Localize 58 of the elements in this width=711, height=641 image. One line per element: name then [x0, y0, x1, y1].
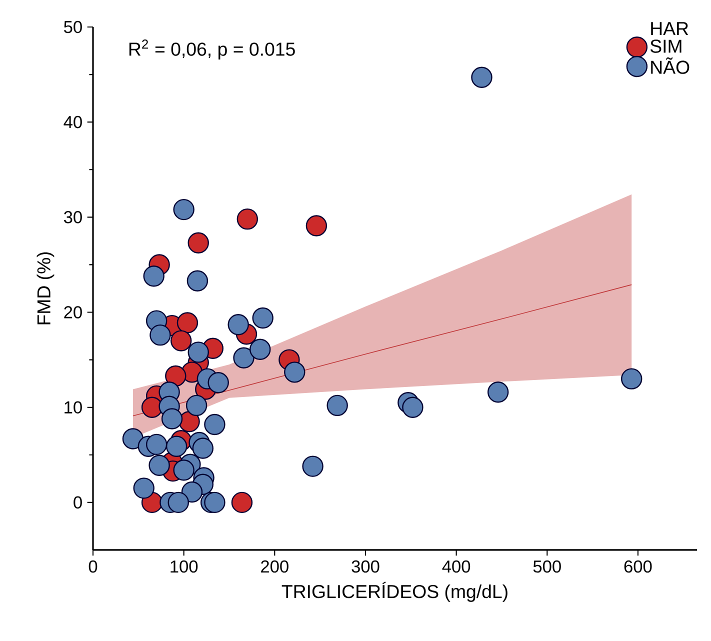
- point: [181, 481, 203, 503]
- y-tick-label: 20: [64, 306, 82, 318]
- point: [204, 414, 226, 436]
- point: [204, 492, 226, 514]
- y-tick-label: 10: [64, 401, 82, 414]
- point: [143, 266, 164, 287]
- point: [192, 438, 214, 459]
- point: [166, 436, 188, 457]
- line-series: [132, 284, 632, 416]
- legend-label: SIM: [650, 40, 682, 53]
- y-tick-label: 0: [74, 496, 82, 509]
- point: [150, 324, 171, 346]
- x-tick-label: 500: [533, 560, 561, 573]
- point: [186, 394, 208, 416]
- point: [233, 347, 254, 368]
- point: [188, 342, 209, 363]
- point: [122, 428, 144, 450]
- x-axis-title: TRIGLICERÍDEOS (mg/dL): [282, 582, 508, 602]
- point: [228, 314, 249, 336]
- point: [186, 270, 208, 292]
- x-tick-label: 100: [170, 560, 198, 573]
- x-tick-label: 200: [261, 560, 288, 573]
- point: [208, 372, 229, 394]
- point: [168, 492, 189, 514]
- annotation: R$^{2}$ = 0,06, p = 0.015: [129, 40, 295, 60]
- point: [250, 338, 271, 360]
- point: [170, 330, 192, 352]
- point: [487, 382, 509, 403]
- y-tick-label: 40: [64, 116, 82, 128]
- point: [176, 312, 198, 334]
- x-tick-label: 400: [442, 560, 470, 573]
- point: [236, 208, 258, 230]
- point: [148, 454, 170, 476]
- point: [621, 368, 642, 390]
- point: [326, 394, 348, 416]
- point: [165, 365, 186, 387]
- x-tick-label: 0: [88, 560, 98, 573]
- y-tick-label: 50: [64, 20, 82, 34]
- point: [141, 396, 163, 418]
- point: [284, 362, 306, 383]
- x-tick-label: 600: [624, 560, 652, 573]
- point: [306, 215, 328, 236]
- point: [133, 478, 154, 499]
- point: [188, 232, 209, 254]
- y-axis-title: FMD (%): [36, 252, 54, 324]
- point: [252, 307, 274, 329]
- point: [302, 456, 324, 477]
- point: [231, 492, 253, 514]
- y-tick-label: 30: [64, 211, 82, 224]
- point: [173, 460, 194, 481]
- point: [402, 396, 424, 418]
- point: [161, 408, 183, 430]
- point: [471, 66, 492, 88]
- legend-label: NÃO: [651, 57, 690, 74]
- point: [173, 198, 194, 220]
- legend-title: HAR: [651, 22, 688, 35]
- x-tick-label: 300: [352, 560, 380, 573]
- point: [146, 434, 168, 456]
